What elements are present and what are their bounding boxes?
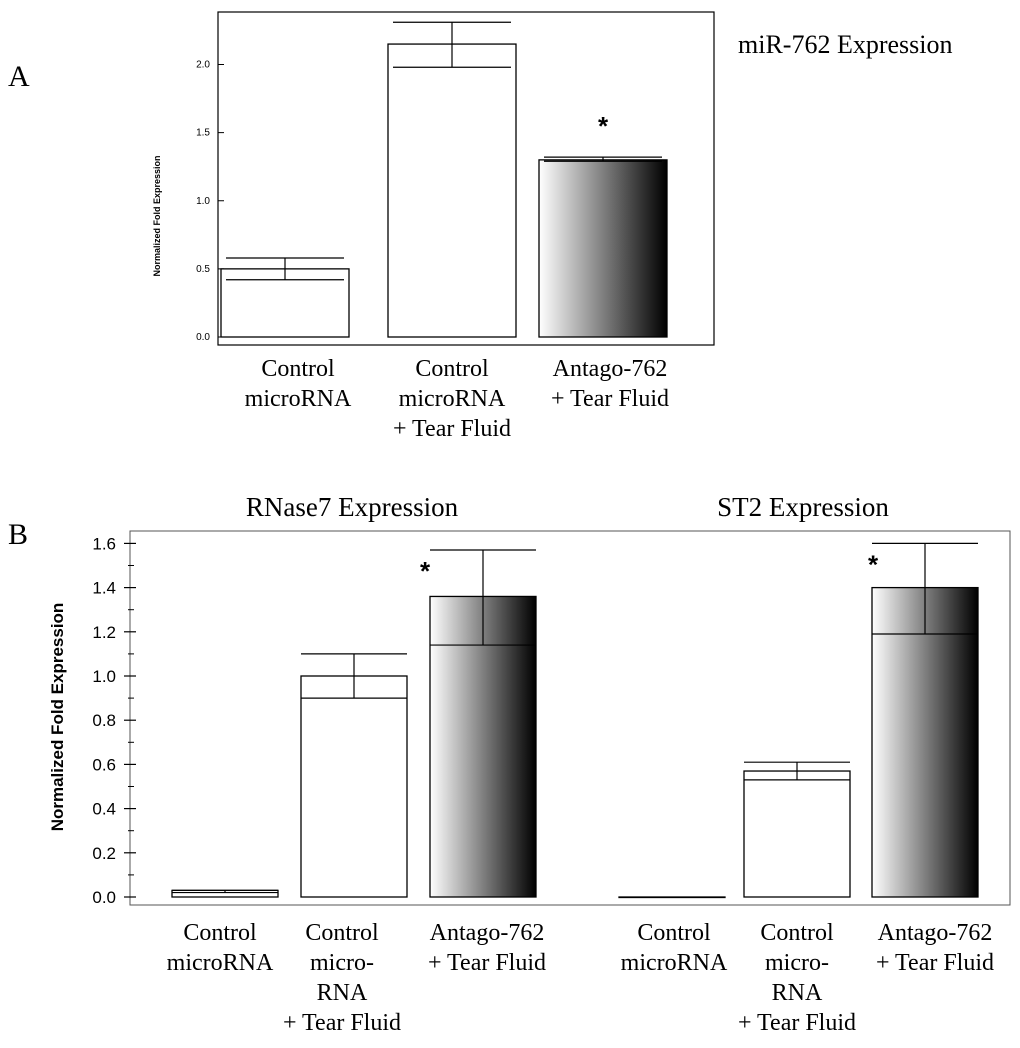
chart-b-bars: * *: [171, 542, 979, 899]
y-tick-label-a-0: 0.0: [196, 332, 210, 343]
bar-2-1: [743, 770, 851, 898]
x-tick-label-2-2: Antago-762 + Tear Fluid: [876, 920, 994, 976]
y-tick-label-b-8: 1.6: [92, 534, 116, 553]
significance-marker-2-2: *: [868, 549, 879, 579]
x-tick-label-2-0: Control microRNA: [621, 920, 728, 976]
panel-b-label: B: [8, 518, 28, 551]
chart-b-frame: [129, 530, 1011, 906]
y-tick-label-a-3: 1.5: [196, 128, 210, 139]
y-tick-label-b-7: 1.4: [92, 579, 116, 598]
chart-a-title: miR-762 Expression: [738, 30, 953, 59]
x-tick-label-0-1: Control microRNA + Tear Fluid: [393, 356, 511, 442]
y-tick-label-b-1: 0.2: [92, 844, 116, 863]
x-tick-label-1-1: Control micro-RNA + Tear Fluid: [283, 920, 401, 1036]
bar-0-1: [387, 43, 517, 338]
y-tick-label-b-6: 1.2: [92, 623, 116, 642]
y-tick-label-b-5: 1.0: [92, 667, 116, 686]
chart-a-x-labels: Control microRNA Control microRNA + Tear Flu…: [245, 356, 669, 442]
bar-1-1: [300, 675, 408, 898]
chart-b-title-rnase7: RNase7 Expression: [246, 492, 459, 522]
y-tick-label-b-3: 0.6: [92, 755, 116, 774]
y-tick-label-b-4: 0.8: [92, 711, 116, 730]
y-tick-label-b-0: 0.0: [92, 888, 116, 907]
x-tick-label-2-1: Control micro-RNA + Tear Fluid: [738, 920, 856, 1036]
y-tick-label-b-2: 0.4: [92, 800, 116, 819]
panel-a-label: A: [8, 60, 30, 93]
chart-b-title-st2: ST2 Expression: [717, 492, 889, 522]
chart-a-y-axis-label: Normalized Fold Expression: [152, 155, 162, 276]
significance-marker-0-2: *: [598, 111, 609, 141]
significance-marker-1-2: *: [420, 556, 431, 586]
chart-a-frame: [217, 11, 715, 346]
y-tick-label-a-4: 2.0: [196, 60, 210, 71]
chart-mir762: miR-762 Expression Normalized Fold Expre…: [152, 11, 953, 442]
y-tick-label-a-1: 0.5: [196, 264, 210, 275]
chart-b-y-axis-label: Normalized Fold Expression: [48, 603, 67, 832]
y-tick-label-a-2: 1.0: [196, 196, 210, 207]
bar-1-2: [429, 595, 537, 898]
bar-2-0: [618, 896, 726, 899]
chart-rnase7-st2: RNase7 Expression ST2 Expression Normali…: [48, 492, 1011, 1036]
chart-a-bars: *: [220, 21, 668, 338]
x-tick-label-0-2: Antago-762 + Tear Fluid: [551, 356, 669, 412]
bar-0-2: [538, 159, 668, 338]
x-tick-label-1-2: Antago-762 + Tear Fluid: [428, 920, 546, 976]
bar-2-2: [871, 586, 979, 898]
x-tick-label-1-0: Control microRNA: [167, 920, 274, 976]
chart-b-y-axis: 0.0 0.2 0.4 0.6 0.8 1.0 1.2 1.4 1.6: [92, 534, 136, 907]
chart-a-y-axis: 0.0 0.5 1.0 1.5 2.0: [196, 60, 224, 343]
x-tick-label-0-0: Control microRNA: [245, 356, 352, 412]
